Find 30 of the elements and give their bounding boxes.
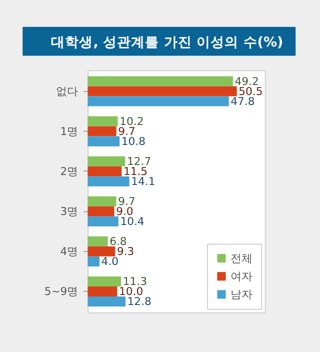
bar — [88, 86, 237, 96]
y-tick-label: 없다 — [56, 84, 78, 98]
bar — [88, 76, 233, 86]
y-tick-label: 5~9명 — [44, 285, 78, 298]
y-tick-label: 4명 — [60, 245, 78, 258]
bar — [88, 256, 100, 266]
data-label: 9.7 — [118, 194, 136, 208]
chart-title: 대학생, 성관계를 가진 이성의 수(%) — [51, 34, 284, 51]
bar — [88, 246, 116, 256]
bar — [88, 176, 130, 186]
bar — [88, 116, 118, 126]
bar — [88, 206, 114, 216]
legend-label: 전체 — [230, 252, 253, 265]
y-tick-label: 2명 — [60, 164, 78, 178]
bar — [88, 236, 108, 246]
bar — [88, 126, 116, 136]
bar — [88, 276, 122, 286]
bar — [88, 156, 126, 166]
legend-label: 여자 — [230, 270, 253, 283]
y-tick-label: 1명 — [60, 124, 78, 138]
bar — [88, 216, 118, 226]
data-label: 4.0 — [101, 255, 119, 268]
bar — [88, 96, 229, 106]
bar — [88, 166, 122, 176]
legend-label: 남자 — [230, 288, 253, 302]
bar — [88, 296, 126, 306]
bar — [88, 286, 118, 296]
bar — [88, 196, 116, 206]
bar — [88, 136, 120, 146]
y-tick-label: 3명 — [60, 205, 78, 218]
